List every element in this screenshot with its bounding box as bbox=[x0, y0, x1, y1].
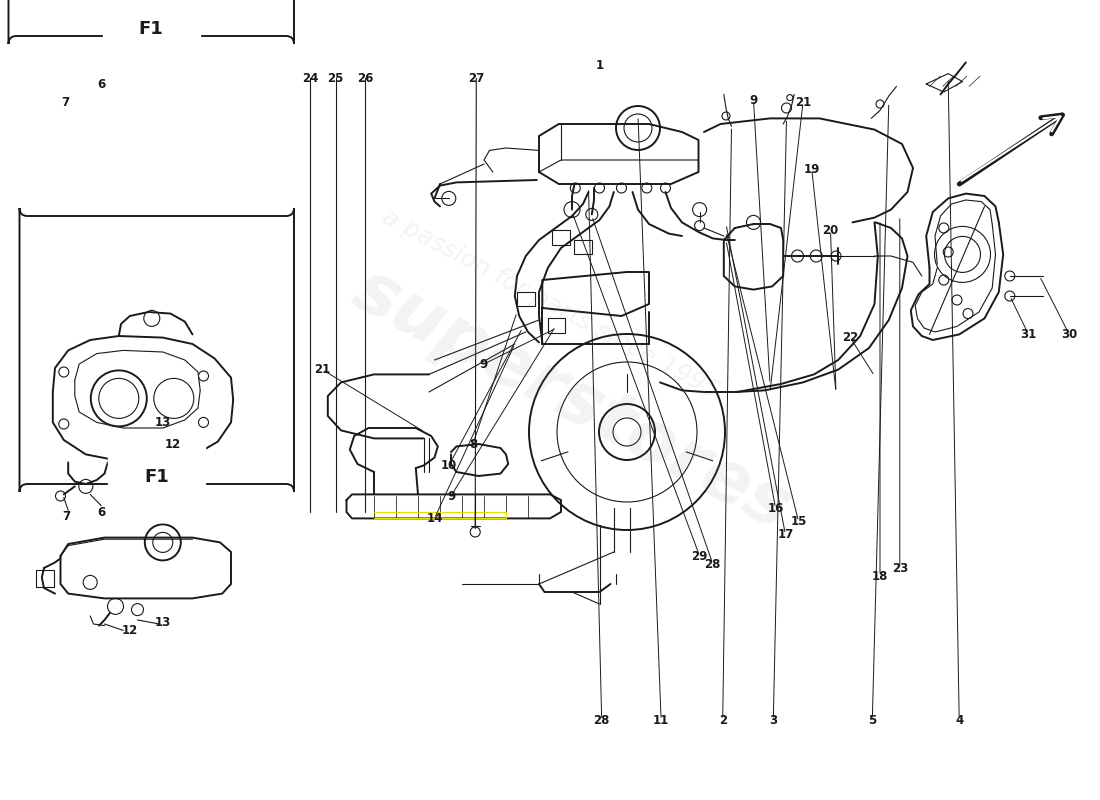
Text: 15: 15 bbox=[791, 515, 806, 528]
Text: 13: 13 bbox=[155, 616, 170, 629]
Text: 25: 25 bbox=[328, 72, 343, 85]
Text: 18: 18 bbox=[872, 570, 888, 582]
Text: 17: 17 bbox=[778, 528, 793, 541]
Text: 24: 24 bbox=[302, 72, 318, 85]
Text: 10: 10 bbox=[441, 459, 456, 472]
Text: 26: 26 bbox=[358, 72, 373, 85]
Text: 9: 9 bbox=[480, 358, 488, 370]
Text: F1: F1 bbox=[144, 468, 169, 486]
Text: a passion for parts since 1995: a passion for parts since 1995 bbox=[377, 205, 723, 403]
Text: 22: 22 bbox=[843, 331, 858, 344]
Text: 8: 8 bbox=[469, 438, 477, 450]
Text: 3: 3 bbox=[769, 714, 778, 726]
FancyBboxPatch shape bbox=[9, 0, 294, 44]
Bar bbox=[36, 570, 54, 587]
Text: 9: 9 bbox=[749, 94, 758, 106]
Text: F1: F1 bbox=[139, 20, 164, 38]
Text: 28: 28 bbox=[705, 558, 720, 570]
Text: 20: 20 bbox=[823, 224, 838, 237]
Text: 7: 7 bbox=[60, 96, 69, 109]
Text: 11: 11 bbox=[653, 714, 669, 726]
Text: 27: 27 bbox=[469, 72, 484, 85]
Text: 30: 30 bbox=[1062, 328, 1077, 341]
Text: 12: 12 bbox=[165, 438, 180, 450]
Text: 6: 6 bbox=[97, 78, 106, 90]
Text: 14: 14 bbox=[427, 512, 442, 525]
Text: 16: 16 bbox=[768, 502, 783, 514]
Text: 1: 1 bbox=[595, 59, 604, 72]
Text: 31: 31 bbox=[1021, 328, 1036, 341]
Text: 5: 5 bbox=[868, 714, 877, 726]
Text: 21: 21 bbox=[315, 363, 330, 376]
Text: 2: 2 bbox=[718, 714, 727, 726]
Bar bbox=[574, 240, 592, 254]
Text: 21: 21 bbox=[795, 96, 811, 109]
Text: 9: 9 bbox=[447, 490, 455, 502]
Bar bbox=[552, 230, 570, 245]
Bar bbox=[548, 318, 565, 333]
Text: 7: 7 bbox=[62, 510, 70, 522]
Text: 28: 28 bbox=[594, 714, 609, 726]
Text: 13: 13 bbox=[155, 416, 170, 429]
Text: 19: 19 bbox=[804, 163, 820, 176]
Text: 6: 6 bbox=[97, 506, 106, 518]
Text: 23: 23 bbox=[892, 562, 907, 574]
Text: 29: 29 bbox=[692, 550, 707, 562]
Text: 12: 12 bbox=[122, 624, 138, 637]
Text: 4: 4 bbox=[955, 714, 964, 726]
FancyBboxPatch shape bbox=[20, 208, 294, 492]
Text: superstores: superstores bbox=[341, 255, 803, 545]
Bar bbox=[517, 292, 535, 306]
